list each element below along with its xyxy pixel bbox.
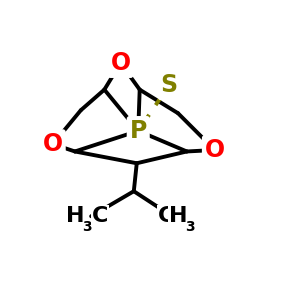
Text: C: C	[92, 206, 108, 226]
Text: C: C	[158, 206, 174, 226]
Text: 3: 3	[185, 220, 195, 234]
Text: O: O	[110, 51, 130, 75]
Text: 3: 3	[82, 220, 92, 234]
Text: O: O	[205, 138, 225, 162]
Text: O: O	[43, 132, 63, 156]
Text: H: H	[169, 206, 188, 226]
Text: S: S	[160, 73, 178, 97]
Text: H: H	[66, 206, 84, 226]
Text: P: P	[130, 119, 147, 143]
